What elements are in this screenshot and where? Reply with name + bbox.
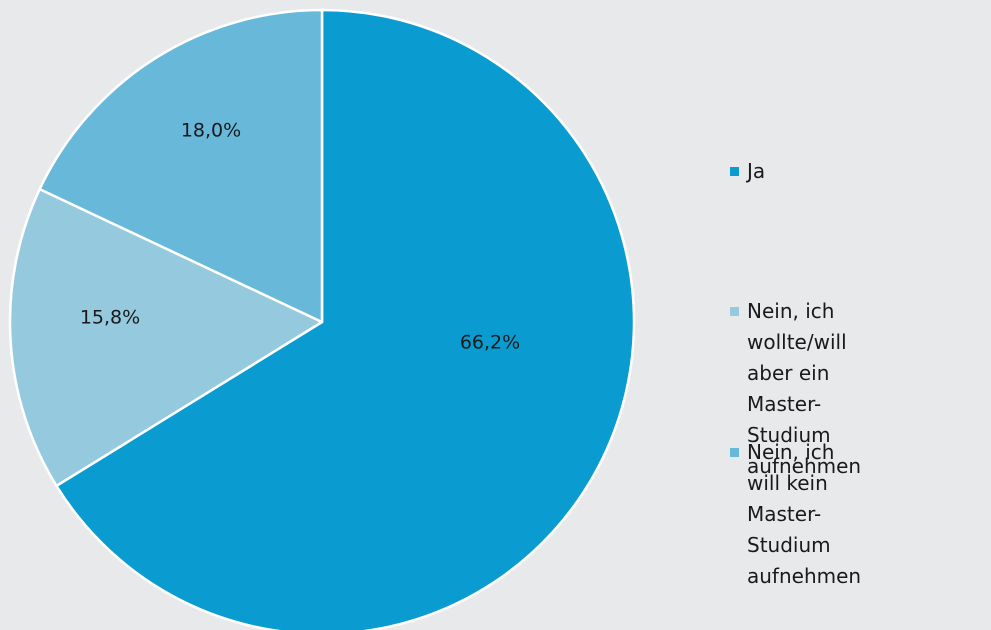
slice-value-label-2: 15,8% xyxy=(80,307,140,329)
pie-slice-1 xyxy=(55,8,636,630)
legend-swatch-3 xyxy=(730,448,739,457)
legend-label-2: Nein, ich wollte/will aber ein Master- S… xyxy=(747,299,862,478)
legend-label-3: Nein, ich will kein Master-Studium aufne… xyxy=(747,440,862,588)
legend-item-3: Nein, ich will kein Master-Studium aufne… xyxy=(730,437,861,592)
legend-swatch-2 xyxy=(730,307,739,316)
pie-slice-2 xyxy=(8,187,324,488)
pie-slice-3 xyxy=(38,8,324,324)
legend-swatch-1 xyxy=(730,167,739,176)
legend-item-2: Nein, ich wollte/will aber ein Master- S… xyxy=(730,296,861,482)
slice-value-label-3: 18,0% xyxy=(181,120,241,142)
slice-value-label-1: 66,2% xyxy=(460,332,520,354)
legend-item-1: Ja xyxy=(730,156,765,187)
legend-label-1: Ja xyxy=(747,159,766,183)
